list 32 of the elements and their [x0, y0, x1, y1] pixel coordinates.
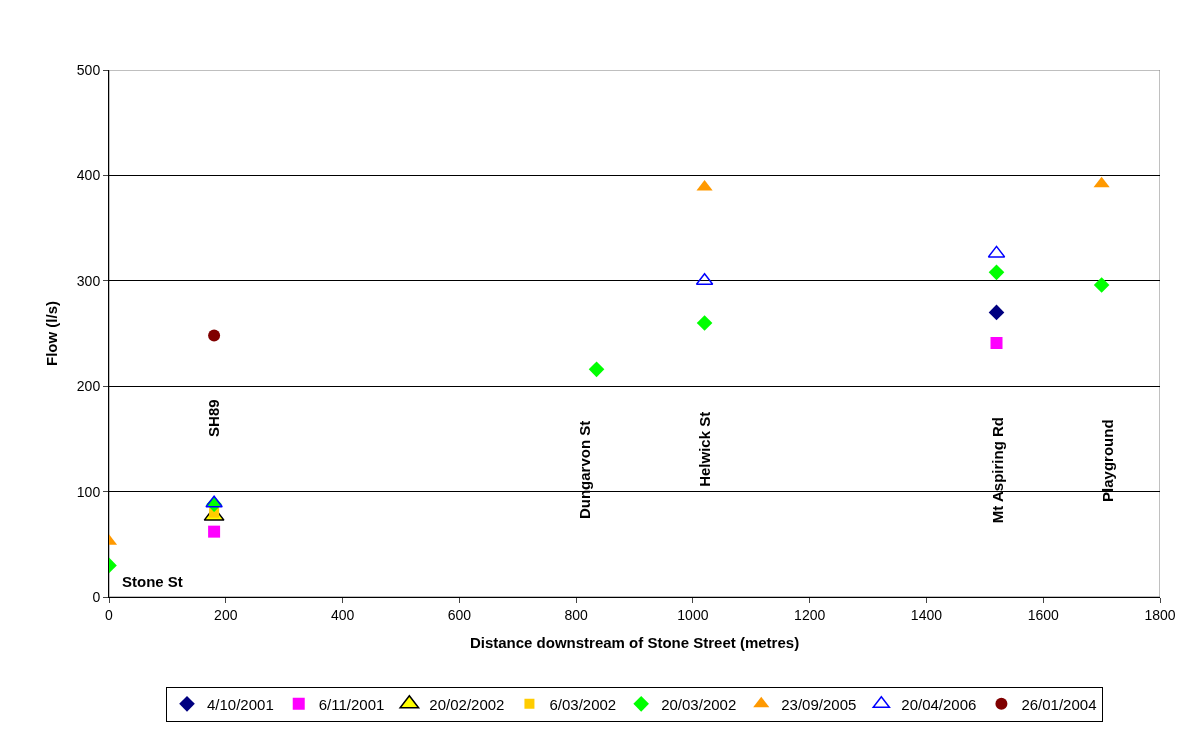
annotation: SH89: [205, 399, 223, 437]
legend-label: 4/10/2001: [207, 695, 274, 713]
x-tick-label: 1200: [794, 606, 826, 623]
x-tick-label: 200: [214, 606, 238, 623]
legend-label: 23/09/2005: [781, 695, 857, 713]
y-tick-label: 100: [76, 483, 101, 500]
legend-label: 6/03/2002: [549, 695, 617, 713]
y-tick-label: 300: [76, 272, 101, 289]
y-tick-label: 500: [76, 61, 101, 78]
x-tick-label: 1000: [677, 606, 709, 623]
legend-label: 20/03/2002: [661, 695, 737, 713]
x-tick-label: 800: [564, 606, 588, 623]
x-tick-label: 1800: [1144, 606, 1176, 623]
annotation: Dungarvon St: [576, 420, 594, 520]
x-tick-label: 1600: [1027, 606, 1059, 623]
x-axis-title: Distance downstream of Stone Street (metres): [469, 633, 800, 651]
legend-label: 20/02/2002: [429, 695, 505, 713]
y-tick-label: 0: [92, 588, 101, 605]
annotation: Stone St: [122, 573, 183, 590]
x-tick-label: 1400: [910, 606, 943, 623]
legend-label: 6/11/2001: [318, 695, 385, 713]
x-tick-label: 600: [447, 606, 472, 623]
annotation: Helwick St: [695, 411, 713, 487]
legend-label: 26/01/2004: [1021, 695, 1097, 713]
x-tick-label: 400: [330, 606, 355, 623]
x-tick-label: 0: [105, 606, 114, 623]
y-tick-label: 200: [76, 378, 101, 395]
annotation: Playground: [1099, 419, 1116, 502]
legend-label: 20/04/2006: [901, 695, 977, 713]
y-tick-label: 400: [76, 167, 101, 184]
annotation: Mt Aspiring Rd: [989, 417, 1007, 524]
y-axis-title: Flow (l/s): [43, 301, 61, 366]
